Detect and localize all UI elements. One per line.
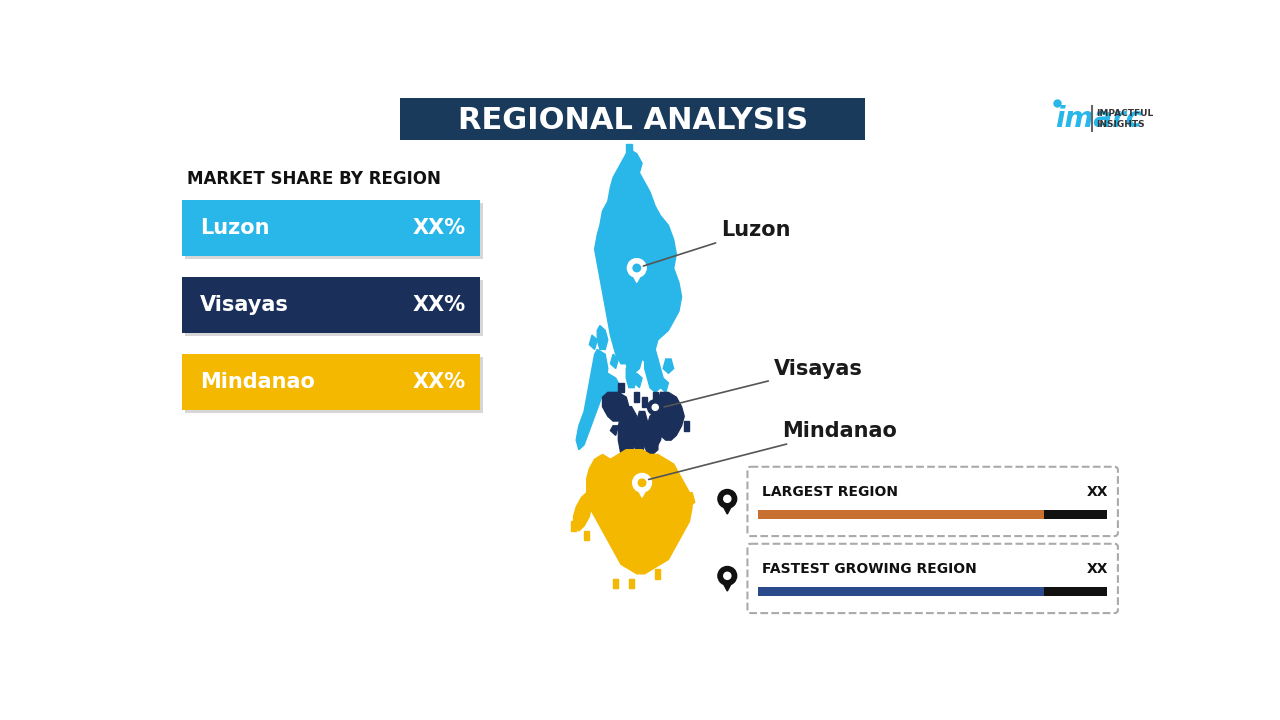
Text: Mindanao: Mindanao: [649, 420, 896, 480]
FancyBboxPatch shape: [184, 204, 483, 259]
Polygon shape: [576, 349, 608, 450]
Polygon shape: [630, 270, 644, 282]
Polygon shape: [721, 579, 733, 591]
Polygon shape: [618, 383, 623, 392]
Circle shape: [723, 495, 731, 503]
Polygon shape: [611, 426, 618, 436]
Polygon shape: [584, 531, 589, 541]
Text: REGIONAL ANALYSIS: REGIONAL ANALYSIS: [458, 106, 808, 135]
Circle shape: [723, 572, 731, 580]
Polygon shape: [643, 397, 648, 407]
Bar: [1044, 510, 1107, 519]
Circle shape: [632, 474, 652, 492]
Text: FASTEST GROWING REGION: FASTEST GROWING REGION: [762, 562, 977, 576]
FancyBboxPatch shape: [182, 277, 480, 333]
Polygon shape: [626, 144, 631, 153]
Polygon shape: [655, 569, 660, 579]
Text: INSIGHTS: INSIGHTS: [1096, 120, 1144, 130]
Polygon shape: [589, 335, 598, 349]
Polygon shape: [573, 492, 591, 531]
FancyBboxPatch shape: [184, 280, 483, 336]
Polygon shape: [653, 392, 658, 402]
FancyBboxPatch shape: [182, 200, 480, 256]
Text: XX%: XX%: [413, 218, 466, 238]
Polygon shape: [586, 450, 692, 574]
Polygon shape: [603, 392, 628, 421]
Bar: [1044, 587, 1107, 596]
Polygon shape: [628, 579, 634, 588]
Text: Visayas: Visayas: [200, 295, 289, 315]
Circle shape: [634, 264, 640, 271]
Text: IMPACTFUL: IMPACTFUL: [1096, 109, 1153, 118]
Text: Mindanao: Mindanao: [200, 372, 315, 392]
Text: Visayas: Visayas: [664, 359, 863, 407]
FancyBboxPatch shape: [182, 354, 480, 410]
Bar: [758, 587, 1044, 596]
Text: LARGEST REGION: LARGEST REGION: [762, 485, 899, 499]
Text: XX%: XX%: [413, 295, 466, 315]
Polygon shape: [655, 392, 685, 440]
Circle shape: [639, 479, 646, 487]
Text: MARKET SHARE BY REGION: MARKET SHARE BY REGION: [187, 169, 442, 187]
FancyBboxPatch shape: [184, 357, 483, 413]
Text: XX%: XX%: [413, 372, 466, 392]
Circle shape: [627, 258, 646, 277]
FancyBboxPatch shape: [748, 467, 1117, 536]
Polygon shape: [645, 436, 658, 454]
FancyBboxPatch shape: [748, 544, 1117, 613]
Polygon shape: [634, 412, 648, 454]
Polygon shape: [685, 421, 690, 431]
Polygon shape: [648, 412, 663, 450]
Polygon shape: [635, 485, 649, 498]
Polygon shape: [634, 373, 643, 387]
Circle shape: [718, 490, 737, 508]
Polygon shape: [645, 349, 663, 392]
Polygon shape: [618, 407, 636, 459]
Text: XX: XX: [1087, 562, 1108, 576]
Circle shape: [648, 400, 663, 415]
Polygon shape: [598, 325, 608, 349]
Polygon shape: [634, 392, 640, 402]
Polygon shape: [685, 492, 695, 507]
Polygon shape: [650, 409, 660, 419]
Polygon shape: [595, 149, 681, 373]
Polygon shape: [603, 373, 621, 416]
Polygon shape: [611, 354, 618, 369]
Polygon shape: [571, 521, 576, 531]
Text: imarc: imarc: [1055, 104, 1142, 132]
Text: XX: XX: [1087, 485, 1108, 499]
FancyBboxPatch shape: [401, 98, 865, 140]
Circle shape: [718, 567, 737, 585]
Text: Luzon: Luzon: [644, 220, 791, 266]
Polygon shape: [663, 359, 673, 373]
Polygon shape: [626, 364, 636, 387]
Polygon shape: [613, 579, 618, 588]
Polygon shape: [721, 502, 733, 514]
Polygon shape: [660, 378, 668, 392]
Polygon shape: [623, 421, 628, 431]
Bar: [758, 510, 1044, 519]
Circle shape: [652, 405, 658, 410]
Text: Luzon: Luzon: [200, 218, 270, 238]
